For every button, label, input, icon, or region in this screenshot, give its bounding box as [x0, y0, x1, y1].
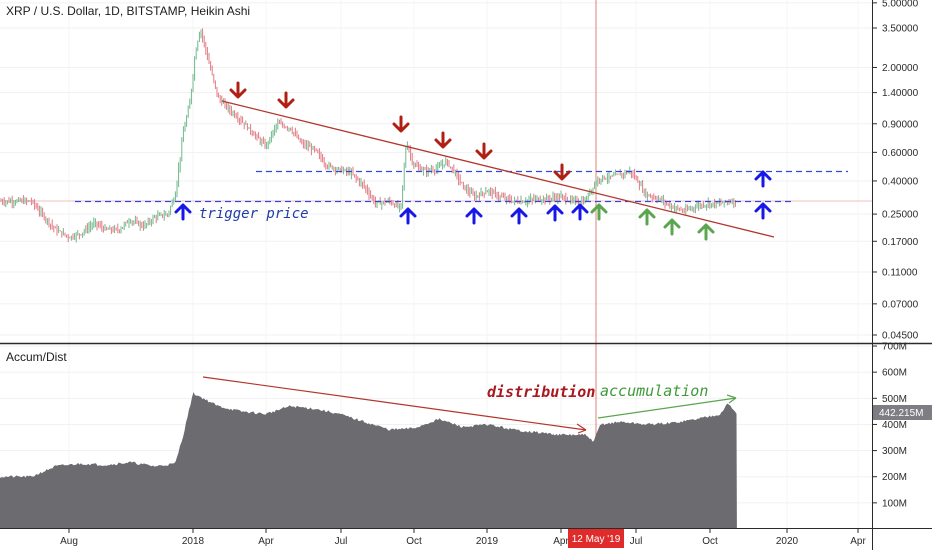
buy-arrow-head — [465, 207, 483, 218]
sell-arrow — [392, 115, 410, 133]
crosshair-date-label: 12 May '19 — [572, 534, 621, 545]
indicator-tick-label: 400M — [882, 420, 907, 431]
time-tick-label: Aug — [60, 536, 78, 547]
accdist-value-tag — [873, 405, 932, 420]
descending-trendline — [221, 100, 775, 238]
indicator-tick-label: 200M — [882, 472, 907, 483]
sell-arrow — [553, 163, 571, 181]
price-tick-label: 0.90000 — [882, 119, 919, 130]
accumulation-arrow — [638, 208, 656, 226]
buy-arrow — [754, 170, 772, 188]
price-tick-label: 1.40000 — [882, 88, 919, 99]
price-tick-label: 0.17000 — [882, 237, 919, 248]
buy-arrow-head — [754, 202, 772, 213]
accumulation-arrow-head — [590, 203, 608, 214]
sell-arrow-head — [434, 138, 452, 149]
price-tick-label: 0.04500 — [882, 331, 919, 342]
time-tick-label: Oct — [702, 536, 718, 547]
price-axis-ticks: 5.00000 3.50000 2.00000 1.40000 0.90000 0.600… — [872, 0, 919, 342]
accumulation-arrowhead — [726, 394, 737, 404]
trigger-price-label: trigger price — [199, 206, 309, 222]
price-tick-label: 0.40000 — [882, 176, 919, 187]
accumulation-arrow-head — [697, 223, 715, 234]
distribution-arrowhead — [576, 423, 587, 434]
accumulation-arrow-head — [638, 208, 656, 219]
indicator-pane-title: Accum/Dist — [6, 350, 67, 364]
time-tick-label: Oct — [406, 536, 422, 547]
price-tick-label: 2.00000 — [882, 63, 919, 74]
buy-arrow — [546, 204, 564, 222]
sell-arrow — [475, 142, 493, 160]
time-axis-ticks: Aug 2018 Apr Jul Oct 2019 Apr Jul Oct 2020 Apr — [60, 529, 866, 547]
sell-arrow-head — [277, 98, 295, 109]
time-tick-label: 2020 — [776, 536, 799, 547]
time-tick-label: Jul — [630, 536, 643, 547]
sell-arrow-head — [392, 122, 410, 133]
buy-arrow-head — [174, 203, 192, 214]
sell-arrow — [277, 91, 295, 109]
price-tick-label: 0.25000 — [882, 210, 919, 221]
buy-arrow — [510, 207, 528, 225]
time-tick-label: Apr — [258, 536, 274, 547]
buy-arrow — [754, 202, 772, 220]
indicator-tick-label: 300M — [882, 446, 907, 457]
indicator-axis-ticks: 700M 600M 500M 400M 300M 200M 100M — [872, 342, 907, 509]
indicator-tick-label: 500M — [882, 394, 907, 405]
sell-arrow-head — [475, 149, 493, 160]
accumulation-label: accumulation — [600, 382, 708, 400]
buy-arrow-head — [546, 204, 564, 215]
indicator-tick-label: 100M — [882, 498, 907, 509]
accumulation-arrow-head — [663, 218, 681, 229]
distribution-label: distribution — [487, 383, 595, 401]
price-pane-title: XRP / U.S. Dollar, 1D, BITSTAMP, Heikin … — [6, 4, 250, 18]
accumulation-trend-arrow — [597, 397, 737, 419]
buy-arrow-head — [399, 207, 417, 218]
buy-arrow-head — [510, 207, 528, 218]
signal-arrows — [174, 81, 772, 241]
accdist-area — [0, 392, 737, 528]
indicator-tick-label: 700M — [882, 342, 907, 353]
buy-arrow — [465, 207, 483, 225]
buy-arrow — [399, 207, 417, 225]
price-tick-label: 3.50000 — [882, 24, 919, 35]
accumulation-arrow — [663, 218, 681, 236]
indicator-tick-label: 600M — [882, 368, 907, 379]
time-tick-label: Jul — [335, 536, 348, 547]
accumulation-arrow — [697, 223, 715, 241]
accumulation-arrow — [590, 203, 608, 221]
price-tick-label: 0.07000 — [882, 299, 919, 310]
price-tick-label: 0.11000 — [882, 267, 918, 278]
accdist-value-label: 442.215M — [879, 408, 923, 419]
distribution-trend-arrow — [202, 376, 587, 431]
buy-arrow — [571, 203, 589, 221]
sell-arrow-head — [229, 88, 247, 99]
buy-arrow-head — [571, 203, 589, 214]
price-tick-label: 0.60000 — [882, 148, 919, 159]
sell-arrow — [434, 131, 452, 149]
buy-arrow — [174, 203, 192, 221]
buy-arrow-head — [754, 170, 772, 181]
crosshair-date-tag — [568, 529, 624, 548]
time-tick-label: Apr — [850, 536, 866, 547]
price-tick-label: 5.00000 — [882, 0, 919, 9]
sell-arrow-head — [553, 170, 571, 181]
time-tick-label: Apr — [553, 536, 569, 547]
time-tick-label: 2018 — [182, 536, 205, 547]
time-tick-label: 2019 — [476, 536, 499, 547]
sell-arrow — [229, 81, 247, 99]
